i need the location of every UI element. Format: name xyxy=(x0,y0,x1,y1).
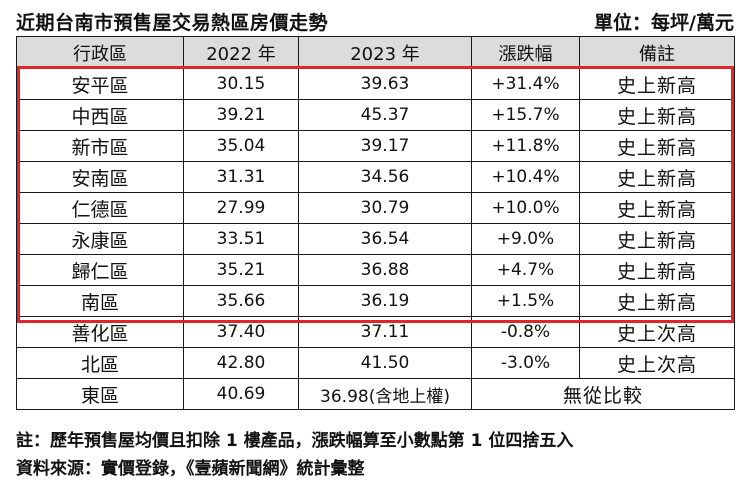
district-cell: 善化區 xyxy=(16,316,184,348)
table-row: 善化區 37.40 37.11 -0.8% 史上次高 xyxy=(16,316,735,348)
column-header-district: 行政區 xyxy=(16,36,184,69)
note-cell: 史上次高 xyxy=(579,316,735,348)
price-2023-cell: 36.98(含地上權) xyxy=(298,378,472,410)
table-row: 永康區 33.51 36.54 +9.0% 史上新高 xyxy=(16,223,735,255)
price-2023-cell: 45.37 xyxy=(298,99,472,131)
price-2023-cell: 34.56 xyxy=(298,161,472,193)
note-cell: 史上新高 xyxy=(579,254,735,286)
note-cell: 史上新高 xyxy=(579,223,735,255)
footnotes: 註：歷年預售屋均價且扣除 1 樓產品，漲跌幅算至小數點第 1 位四捨五入 資料來… xyxy=(16,427,734,483)
price-2023-cell: 37.11 xyxy=(298,316,472,348)
district-cell: 北區 xyxy=(16,347,184,379)
district-cell: 南區 xyxy=(16,285,184,317)
price-2022-cell: 31.31 xyxy=(183,161,299,193)
table-row: 新市區 35.04 39.17 +11.8% 史上新高 xyxy=(16,130,735,162)
district-cell: 新市區 xyxy=(16,130,184,162)
note-cell: 史上新高 xyxy=(579,130,735,162)
column-header-note: 備註 xyxy=(579,36,735,69)
price-table: 行政區 2022 年 2023 年 漲跌幅 備註 安平區 30.15 39.63 +3… xyxy=(16,36,735,410)
change-cell: +31.4% xyxy=(471,68,580,100)
price-2022-cell: 39.21 xyxy=(183,99,299,131)
change-cell: -0.8% xyxy=(471,316,580,348)
price-2023-cell: 36.54 xyxy=(298,223,472,255)
unit-label: 單位：每坪/萬元 xyxy=(594,12,734,34)
footnote-text: 註：歷年預售屋均價且扣除 1 樓產品，漲跌幅算至小數點第 1 位四捨五入 xyxy=(16,431,574,451)
price-2022-cell: 42.80 xyxy=(183,347,299,379)
price-2023-cell: 41.50 xyxy=(298,347,472,379)
price-2022-cell: 30.15 xyxy=(183,68,299,100)
header-row: 行政區 2022 年 2023 年 漲跌幅 備註 xyxy=(16,36,735,69)
price-2022-cell: 35.04 xyxy=(183,130,299,162)
price-2023-cell: 30.79 xyxy=(298,192,472,224)
table-row: 南區 35.66 36.19 +1.5% 史上新高 xyxy=(16,285,735,317)
price-2022-cell: 35.66 xyxy=(183,285,299,317)
district-cell: 安南區 xyxy=(16,161,184,193)
source-text: 資料來源：實價登錄，《壹蘋新聞網》統計彙整 xyxy=(16,459,365,479)
note-cell: 史上新高 xyxy=(579,161,735,193)
note-cell: 史上次高 xyxy=(579,347,735,379)
change-cell: +9.0% xyxy=(471,223,580,255)
district-cell: 中西區 xyxy=(16,99,184,131)
table-row: 安平區 30.15 39.63 +31.4% 史上新高 xyxy=(16,68,735,100)
note-cell: 史上新高 xyxy=(579,285,735,317)
change-cell: +10.0% xyxy=(471,192,580,224)
price-2023-cell: 39.63 xyxy=(298,68,472,100)
table-row: 中西區 39.21 45.37 +15.7% 史上新高 xyxy=(16,99,735,131)
table-row: 仁德區 27.99 30.79 +10.0% 史上新高 xyxy=(16,192,735,224)
price-2023-cell: 39.17 xyxy=(298,130,472,162)
price-2022-cell: 33.51 xyxy=(183,223,299,255)
change-cell: +4.7% xyxy=(471,254,580,286)
note-cell: 史上新高 xyxy=(579,99,735,131)
table-title: 近期台南市預售屋交易熱區房價走勢 xyxy=(16,12,329,34)
price-2022-cell: 37.40 xyxy=(183,316,299,348)
table-row: 歸仁區 35.21 36.88 +4.7% 史上新高 xyxy=(16,254,735,286)
price-2023-cell: 36.19 xyxy=(298,285,472,317)
column-header-change: 漲跌幅 xyxy=(471,36,580,69)
note-cell: 史上新高 xyxy=(579,192,735,224)
district-cell: 安平區 xyxy=(16,68,184,100)
price-2023-cell: 36.88 xyxy=(298,254,472,286)
table-header-bar: 近期台南市預售屋交易熱區房價走勢 單位：每坪/萬元 xyxy=(16,6,734,36)
table-row-last: 東區 40.69 36.98(含地上權) 無從比較 xyxy=(16,378,735,410)
note-cell: 無從比較 xyxy=(471,378,735,410)
column-header-2022: 2022 年 xyxy=(183,36,299,69)
price-2022-cell: 35.21 xyxy=(183,254,299,286)
change-cell: +15.7% xyxy=(471,99,580,131)
district-cell: 東區 xyxy=(16,378,184,410)
district-cell: 永康區 xyxy=(16,223,184,255)
change-cell: -3.0% xyxy=(471,347,580,379)
table-row: 北區 42.80 41.50 -3.0% 史上次高 xyxy=(16,347,735,379)
district-cell: 歸仁區 xyxy=(16,254,184,286)
table-row: 安南區 31.31 34.56 +10.4% 史上新高 xyxy=(16,161,735,193)
table-body: 安平區 30.15 39.63 +31.4% 史上新高 中西區 39.21 45.37 +15.… xyxy=(16,68,735,410)
change-cell: +1.5% xyxy=(471,285,580,317)
district-cell: 仁德區 xyxy=(16,192,184,224)
price-2022-cell: 27.99 xyxy=(183,192,299,224)
column-header-2023: 2023 年 xyxy=(298,36,472,69)
change-cell: +11.8% xyxy=(471,130,580,162)
change-cell: +10.4% xyxy=(471,161,580,193)
note-cell: 史上新高 xyxy=(579,68,735,100)
price-2022-cell: 40.69 xyxy=(183,378,299,410)
